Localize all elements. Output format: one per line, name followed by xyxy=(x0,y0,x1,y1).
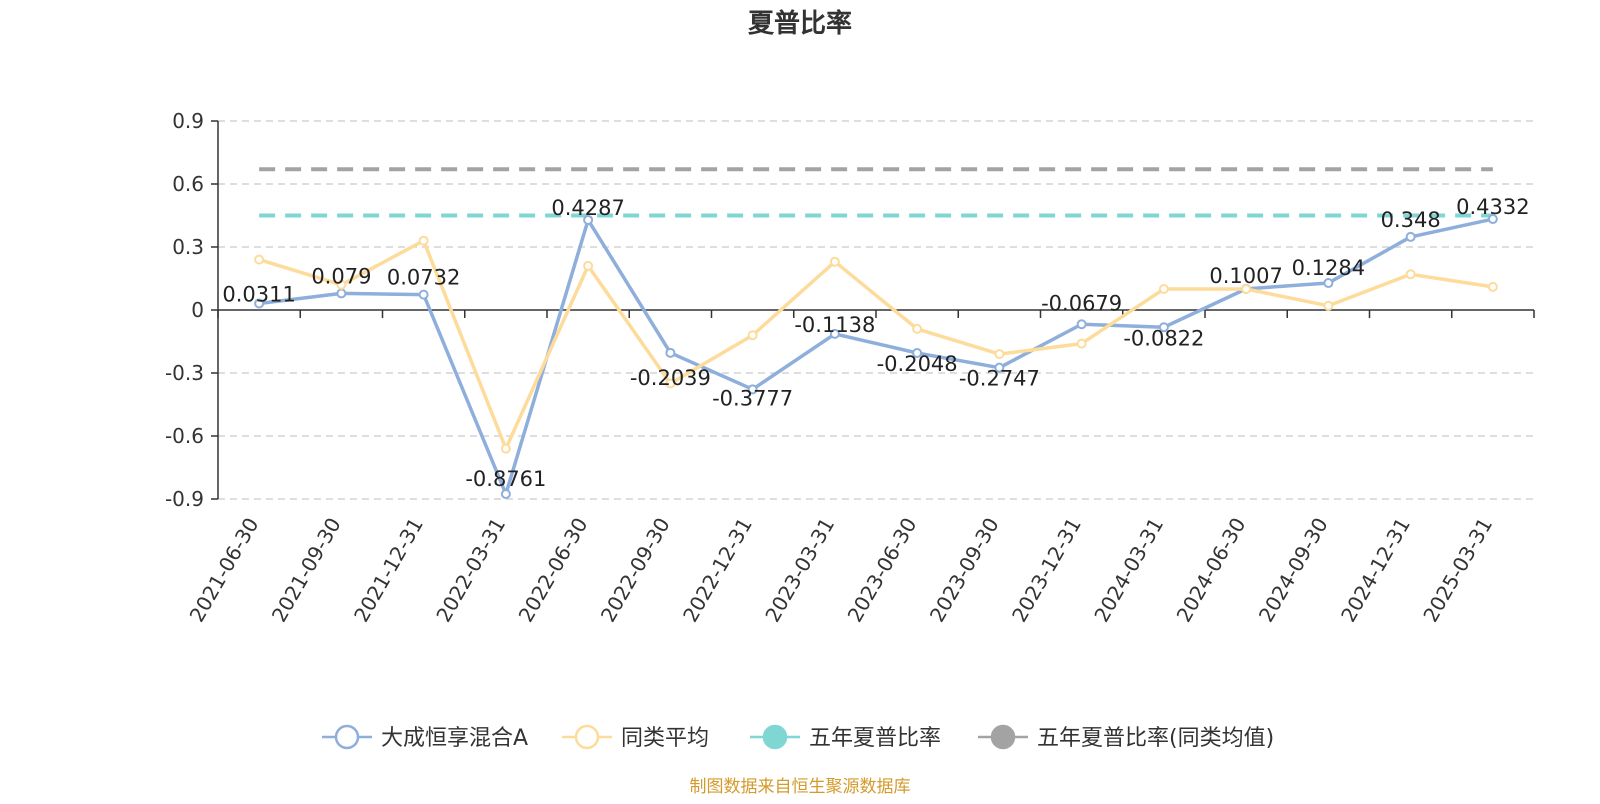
x-tick-label: 2022-12-31 xyxy=(678,514,757,627)
data-label: 0.348 xyxy=(1381,208,1441,232)
x-tick-label: 2023-03-31 xyxy=(760,514,839,627)
series-0-point-14[interactable] xyxy=(1405,231,1416,242)
series-1-point-9[interactable] xyxy=(994,349,1005,360)
chart-title: 夏普比率 xyxy=(748,8,852,39)
data-label: -0.2747 xyxy=(959,367,1040,391)
series-1-point-0[interactable] xyxy=(254,254,265,265)
series-0-point-5[interactable] xyxy=(665,347,676,358)
series-1-point-13[interactable] xyxy=(1323,300,1334,311)
legend-item-2[interactable]: 五年夏普比率 xyxy=(750,724,941,751)
series-0-point-0[interactable] xyxy=(254,298,265,309)
series-lines xyxy=(254,214,1498,499)
series-0-point-3[interactable] xyxy=(500,488,511,499)
series-1-point-6[interactable] xyxy=(747,330,758,341)
series-0-point-1[interactable] xyxy=(336,288,347,299)
series-1-point-8[interactable] xyxy=(912,323,923,334)
data-label: -0.1138 xyxy=(794,313,875,337)
series-1-point-11[interactable] xyxy=(1158,284,1169,294)
legend-label: 大成恒享混合A xyxy=(381,726,528,751)
series-0-point-13[interactable] xyxy=(1323,278,1334,289)
data-label: 0.0311 xyxy=(222,282,295,306)
y-tick-label: -0.9 xyxy=(165,487,204,511)
series-line-1 xyxy=(257,238,1495,451)
data-label: 0.1284 xyxy=(1292,256,1365,280)
series-0-point-2[interactable] xyxy=(418,289,429,300)
data-label: -0.0679 xyxy=(1041,291,1122,315)
series-0-point-6[interactable] xyxy=(747,384,758,395)
legend[interactable]: 大成恒享混合A 同类平均 五年夏普比率 五年夏普比率(同类均值) xyxy=(322,724,1274,751)
series-1-point-15[interactable] xyxy=(1487,281,1498,292)
legend-item-3[interactable]: 五年夏普比率(同类均值) xyxy=(978,724,1274,751)
x-tick-label: 2025-03-31 xyxy=(1418,514,1497,627)
series-1-point-2[interactable] xyxy=(418,235,429,246)
series-0-point-8[interactable] xyxy=(912,348,923,359)
x-tick-label: 2024-09-30 xyxy=(1254,514,1333,627)
legend-marker-3 xyxy=(990,724,1016,750)
reference-lines xyxy=(259,167,1493,218)
data-label: -0.8761 xyxy=(465,467,546,491)
y-tick-label: 0 xyxy=(191,298,204,322)
series-0-point-4[interactable] xyxy=(583,214,594,225)
x-tick-label: 2024-06-30 xyxy=(1172,514,1251,627)
legend-label: 同类平均 xyxy=(621,726,709,751)
data-label: -0.2039 xyxy=(630,366,711,390)
series-1-point-12[interactable] xyxy=(1241,284,1252,294)
data-label: 0.4332 xyxy=(1456,195,1529,219)
x-tick-label: 2024-12-31 xyxy=(1336,514,1415,627)
series-1-point-7[interactable] xyxy=(829,256,840,267)
data-label: -0.0822 xyxy=(1123,326,1204,350)
data-label: 0.079 xyxy=(311,264,371,288)
x-tick-label: 2021-09-30 xyxy=(267,514,346,627)
y-tick-label: -0.3 xyxy=(165,361,204,385)
legend-marker-0 xyxy=(334,724,360,750)
data-label: -0.3777 xyxy=(712,386,793,410)
x-tick-label: 2021-06-30 xyxy=(185,514,264,627)
series-1-point-14[interactable] xyxy=(1405,269,1416,280)
x-tick-label: 2023-06-30 xyxy=(843,514,922,627)
legend-label: 五年夏普比率 xyxy=(809,726,941,751)
x-tick-label: 2023-09-30 xyxy=(925,514,1004,627)
x-tick-label: 2022-09-30 xyxy=(596,514,675,627)
legend-item-1[interactable]: 同类平均 xyxy=(562,724,709,751)
series-1-point-5[interactable] xyxy=(665,378,676,389)
x-tick-label: 2021-12-31 xyxy=(349,514,428,627)
legend-item-0[interactable]: 大成恒享混合A xyxy=(322,724,528,751)
legend-label: 五年夏普比率(同类均值) xyxy=(1037,726,1274,751)
series-0-point-15[interactable] xyxy=(1487,214,1498,225)
legend-marker-2 xyxy=(762,724,788,750)
y-tick-label: 0.9 xyxy=(172,109,204,133)
source-note: 制图数据来自恒生聚源数据库 xyxy=(690,777,911,797)
series-0-point-11[interactable] xyxy=(1158,322,1169,333)
y-tick-label: -0.6 xyxy=(165,424,204,448)
series-0-point-9[interactable] xyxy=(994,362,1005,373)
grid-lines xyxy=(218,120,1534,500)
x-tick-label: 2023-12-31 xyxy=(1007,514,1086,627)
data-label: 0.1007 xyxy=(1209,264,1282,288)
x-tick-label: 2024-03-31 xyxy=(1089,514,1168,627)
y-tick-label: 0.3 xyxy=(172,235,204,259)
series-0-point-7[interactable] xyxy=(829,328,840,339)
data-label: -0.2048 xyxy=(877,352,958,376)
legend-marker-1 xyxy=(574,724,600,750)
series-1-point-3[interactable] xyxy=(500,443,511,454)
axes: 0.9 0.6 0.3 0 -0.3 -0.6 -0.9 2021-06-30 2021-09-… xyxy=(165,109,1535,627)
series-1-point-1[interactable] xyxy=(336,279,347,290)
series-line-0 xyxy=(257,217,1495,496)
x-tick-label: 2022-03-31 xyxy=(431,514,510,627)
x-tick-label: 2022-06-30 xyxy=(514,514,593,627)
series-1-point-10[interactable] xyxy=(1076,338,1087,349)
data-label: 0.4287 xyxy=(551,196,624,220)
series-0-point-10[interactable] xyxy=(1076,319,1087,330)
series-1-point-4[interactable] xyxy=(583,260,594,271)
y-tick-label: 0.6 xyxy=(172,172,204,196)
data-label: 0.0732 xyxy=(387,266,460,290)
